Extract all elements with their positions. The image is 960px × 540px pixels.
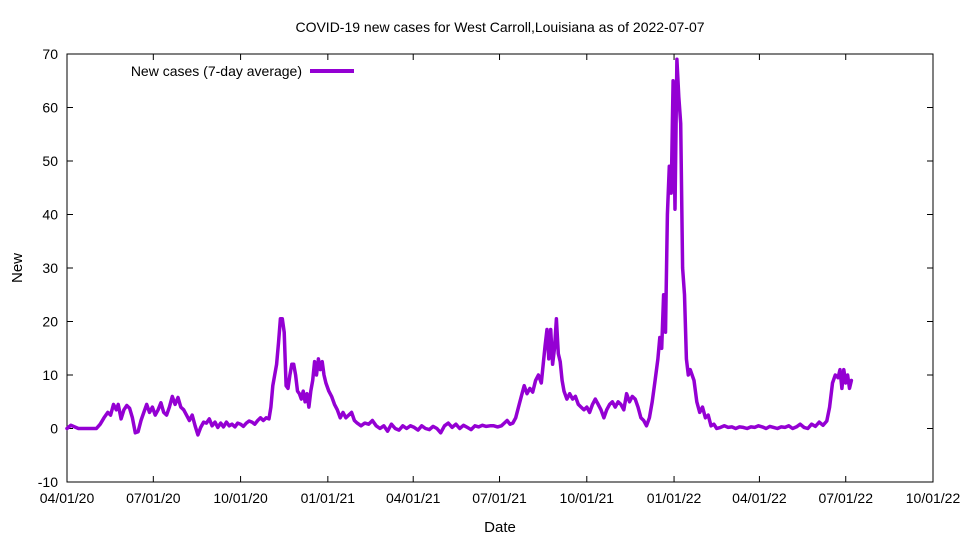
y-tick-label: 10 [42,367,58,383]
series-group [65,57,854,437]
y-tick-label: 40 [42,207,58,223]
x-tick-label: 10/01/22 [906,490,960,506]
x-axis-title: Date [484,519,516,536]
y-tick-label: 20 [42,314,58,330]
chart-title: COVID-19 new cases for West Carroll,Loui… [295,19,704,35]
y-axis-ticks: -10 0 10 20 30 40 50 60 70 [38,46,933,490]
legend: New cases (7-day average) [131,63,354,79]
y-tick-label: -10 [38,474,58,490]
y-tick-label: 30 [42,260,58,276]
x-tick-label: 01/01/22 [647,490,702,506]
legend-label: New cases (7-day average) [131,63,302,79]
x-tick-label: 04/01/21 [386,490,441,506]
plot-area-frame [66,53,934,483]
y-tick-label: 0 [50,421,58,437]
x-tick-label: 07/01/22 [818,490,873,506]
x-axis-ticks: 04/01/20 07/01/20 10/01/20 01/01/21 04/01/21… [40,54,960,506]
x-tick-label: 10/01/21 [560,490,615,506]
series-line [65,57,854,437]
x-tick-label: 01/01/21 [301,490,356,506]
x-tick-label: 07/01/20 [126,490,181,506]
y-axis-title: New [9,253,26,283]
y-tick-label: 50 [42,153,58,169]
x-tick-label: 10/01/20 [213,490,268,506]
x-tick-label: 07/01/21 [472,490,527,506]
x-tick-label: 04/01/20 [40,490,95,506]
y-tick-label: 70 [42,46,58,62]
y-tick-label: 60 [42,100,58,116]
x-tick-label: 04/01/22 [732,490,787,506]
